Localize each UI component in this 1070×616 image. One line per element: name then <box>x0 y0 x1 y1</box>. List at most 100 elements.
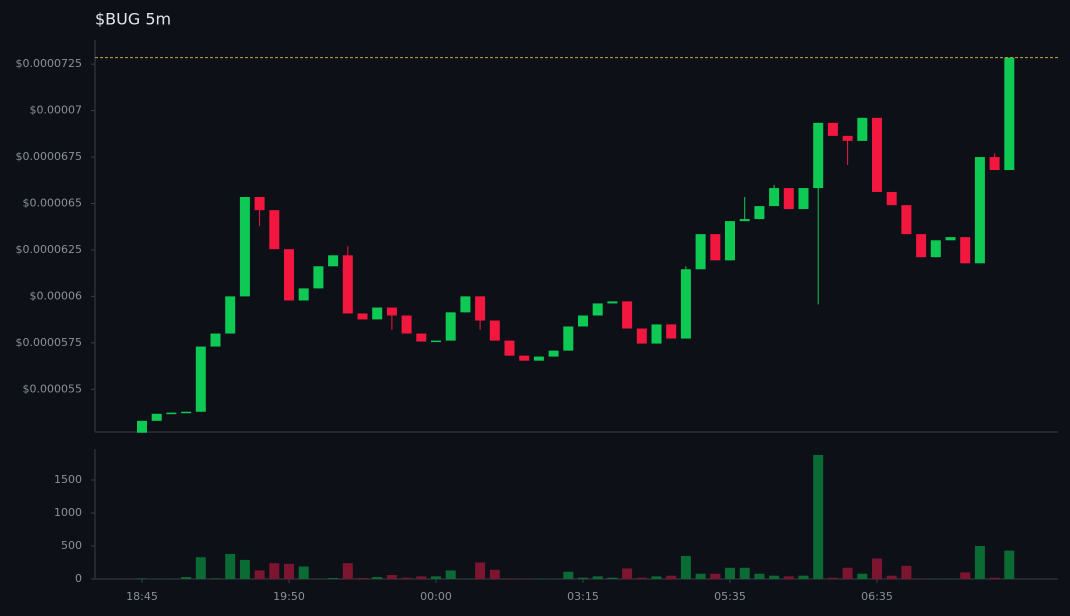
candle-body <box>181 411 192 414</box>
candle-body <box>313 266 324 289</box>
volume-bar <box>827 577 838 579</box>
candle-body <box>401 315 412 334</box>
volume-bar <box>622 568 633 579</box>
volume-bar <box>445 570 456 579</box>
volume-bar <box>195 557 206 579</box>
volume-bar <box>636 577 647 579</box>
candle-body <box>813 122 824 189</box>
volume-bar <box>872 558 882 579</box>
candle-body <box>254 196 265 211</box>
candle-body <box>489 320 500 341</box>
volume-bar <box>239 559 250 579</box>
volume-bar <box>651 576 662 579</box>
volume-bar <box>254 570 265 579</box>
candle-body <box>886 191 897 206</box>
candle-body <box>607 301 618 304</box>
candle-body <box>504 340 515 356</box>
x-tick-label: 00:00 <box>420 590 452 603</box>
volume-bar <box>372 577 383 579</box>
volume-bar <box>886 575 897 579</box>
candle-body <box>872 117 882 192</box>
volume-bar <box>504 578 515 579</box>
volume-bar <box>342 563 353 579</box>
volume-bar <box>857 573 868 579</box>
x-tick-label: 06:35 <box>861 590 893 603</box>
volume-bar <box>725 567 735 579</box>
candle-body <box>195 346 206 412</box>
volume-bar <box>386 575 397 579</box>
candle-body <box>960 237 971 264</box>
candle-body <box>416 333 427 342</box>
candle-body <box>710 234 721 261</box>
volume-tick-label: 1500 <box>54 473 82 486</box>
candle-body <box>725 221 735 261</box>
candle-body <box>475 296 486 321</box>
volume-bar <box>563 571 574 579</box>
candle-body <box>298 288 309 301</box>
volume-bar <box>181 577 192 579</box>
volume-bar <box>578 577 588 579</box>
candle-body <box>666 324 677 339</box>
candle-body <box>372 307 383 320</box>
volume-bar <box>901 565 912 579</box>
candle-body <box>386 307 397 316</box>
candle-body <box>754 206 765 220</box>
y-tick-label: $0.00007 <box>30 104 83 117</box>
volume-bar <box>813 454 824 579</box>
candle-body <box>357 313 368 320</box>
volume-tick-label: 500 <box>61 539 82 552</box>
volume-bar <box>695 573 706 579</box>
y-tick-label: $0.0000575 <box>16 336 82 349</box>
volume-bar <box>298 566 309 579</box>
candle-body <box>592 303 603 316</box>
volume-bar <box>754 573 765 579</box>
candle-body <box>151 413 162 421</box>
candle-body <box>548 350 559 357</box>
candle-body <box>974 157 985 264</box>
candle-body <box>827 122 838 136</box>
volume-bar <box>431 576 441 579</box>
volume-bar <box>666 575 677 579</box>
volume-bar <box>225 553 236 579</box>
volume-bar <box>960 572 971 579</box>
volume-bar <box>592 576 603 579</box>
volume-tick-label: 0 <box>75 572 82 585</box>
volume-bar <box>328 578 339 579</box>
candle-body <box>460 296 471 313</box>
candle-body <box>1004 57 1015 171</box>
volume-bar <box>269 563 280 579</box>
volume-bar <box>974 546 985 579</box>
y-tick-label: $0.000065 <box>23 196 83 209</box>
volume-bar <box>783 576 794 579</box>
candle-body <box>533 356 544 361</box>
y-tick-label: $0.00006 <box>30 289 83 302</box>
candle-body <box>916 234 927 258</box>
y-tick-label: $0.0000625 <box>16 243 82 256</box>
volume-bar <box>739 567 750 579</box>
candle-body <box>842 135 853 141</box>
candle-body <box>431 340 441 343</box>
volume-bar <box>769 575 780 579</box>
candle-body <box>210 333 221 347</box>
candle-body <box>901 205 912 235</box>
candle-body <box>739 219 750 222</box>
volume-tick-label: 1000 <box>54 506 82 519</box>
candle-body <box>680 269 691 339</box>
x-tick-label: 05:35 <box>714 590 746 603</box>
x-tick-label: 03:15 <box>567 590 599 603</box>
volume-bar <box>137 578 147 579</box>
candle-body <box>578 315 588 327</box>
y-tick-label: $0.0000675 <box>16 150 82 163</box>
candle-body <box>563 326 574 351</box>
volume-bar <box>798 575 809 579</box>
candle-body <box>695 234 706 270</box>
candle-body <box>445 312 456 341</box>
candle-body <box>989 157 1000 171</box>
candle-body <box>137 420 147 433</box>
volume-bar <box>680 555 691 579</box>
y-tick-label: $0.000055 <box>23 382 83 395</box>
candle-body <box>783 188 794 210</box>
candle-body <box>328 255 339 267</box>
